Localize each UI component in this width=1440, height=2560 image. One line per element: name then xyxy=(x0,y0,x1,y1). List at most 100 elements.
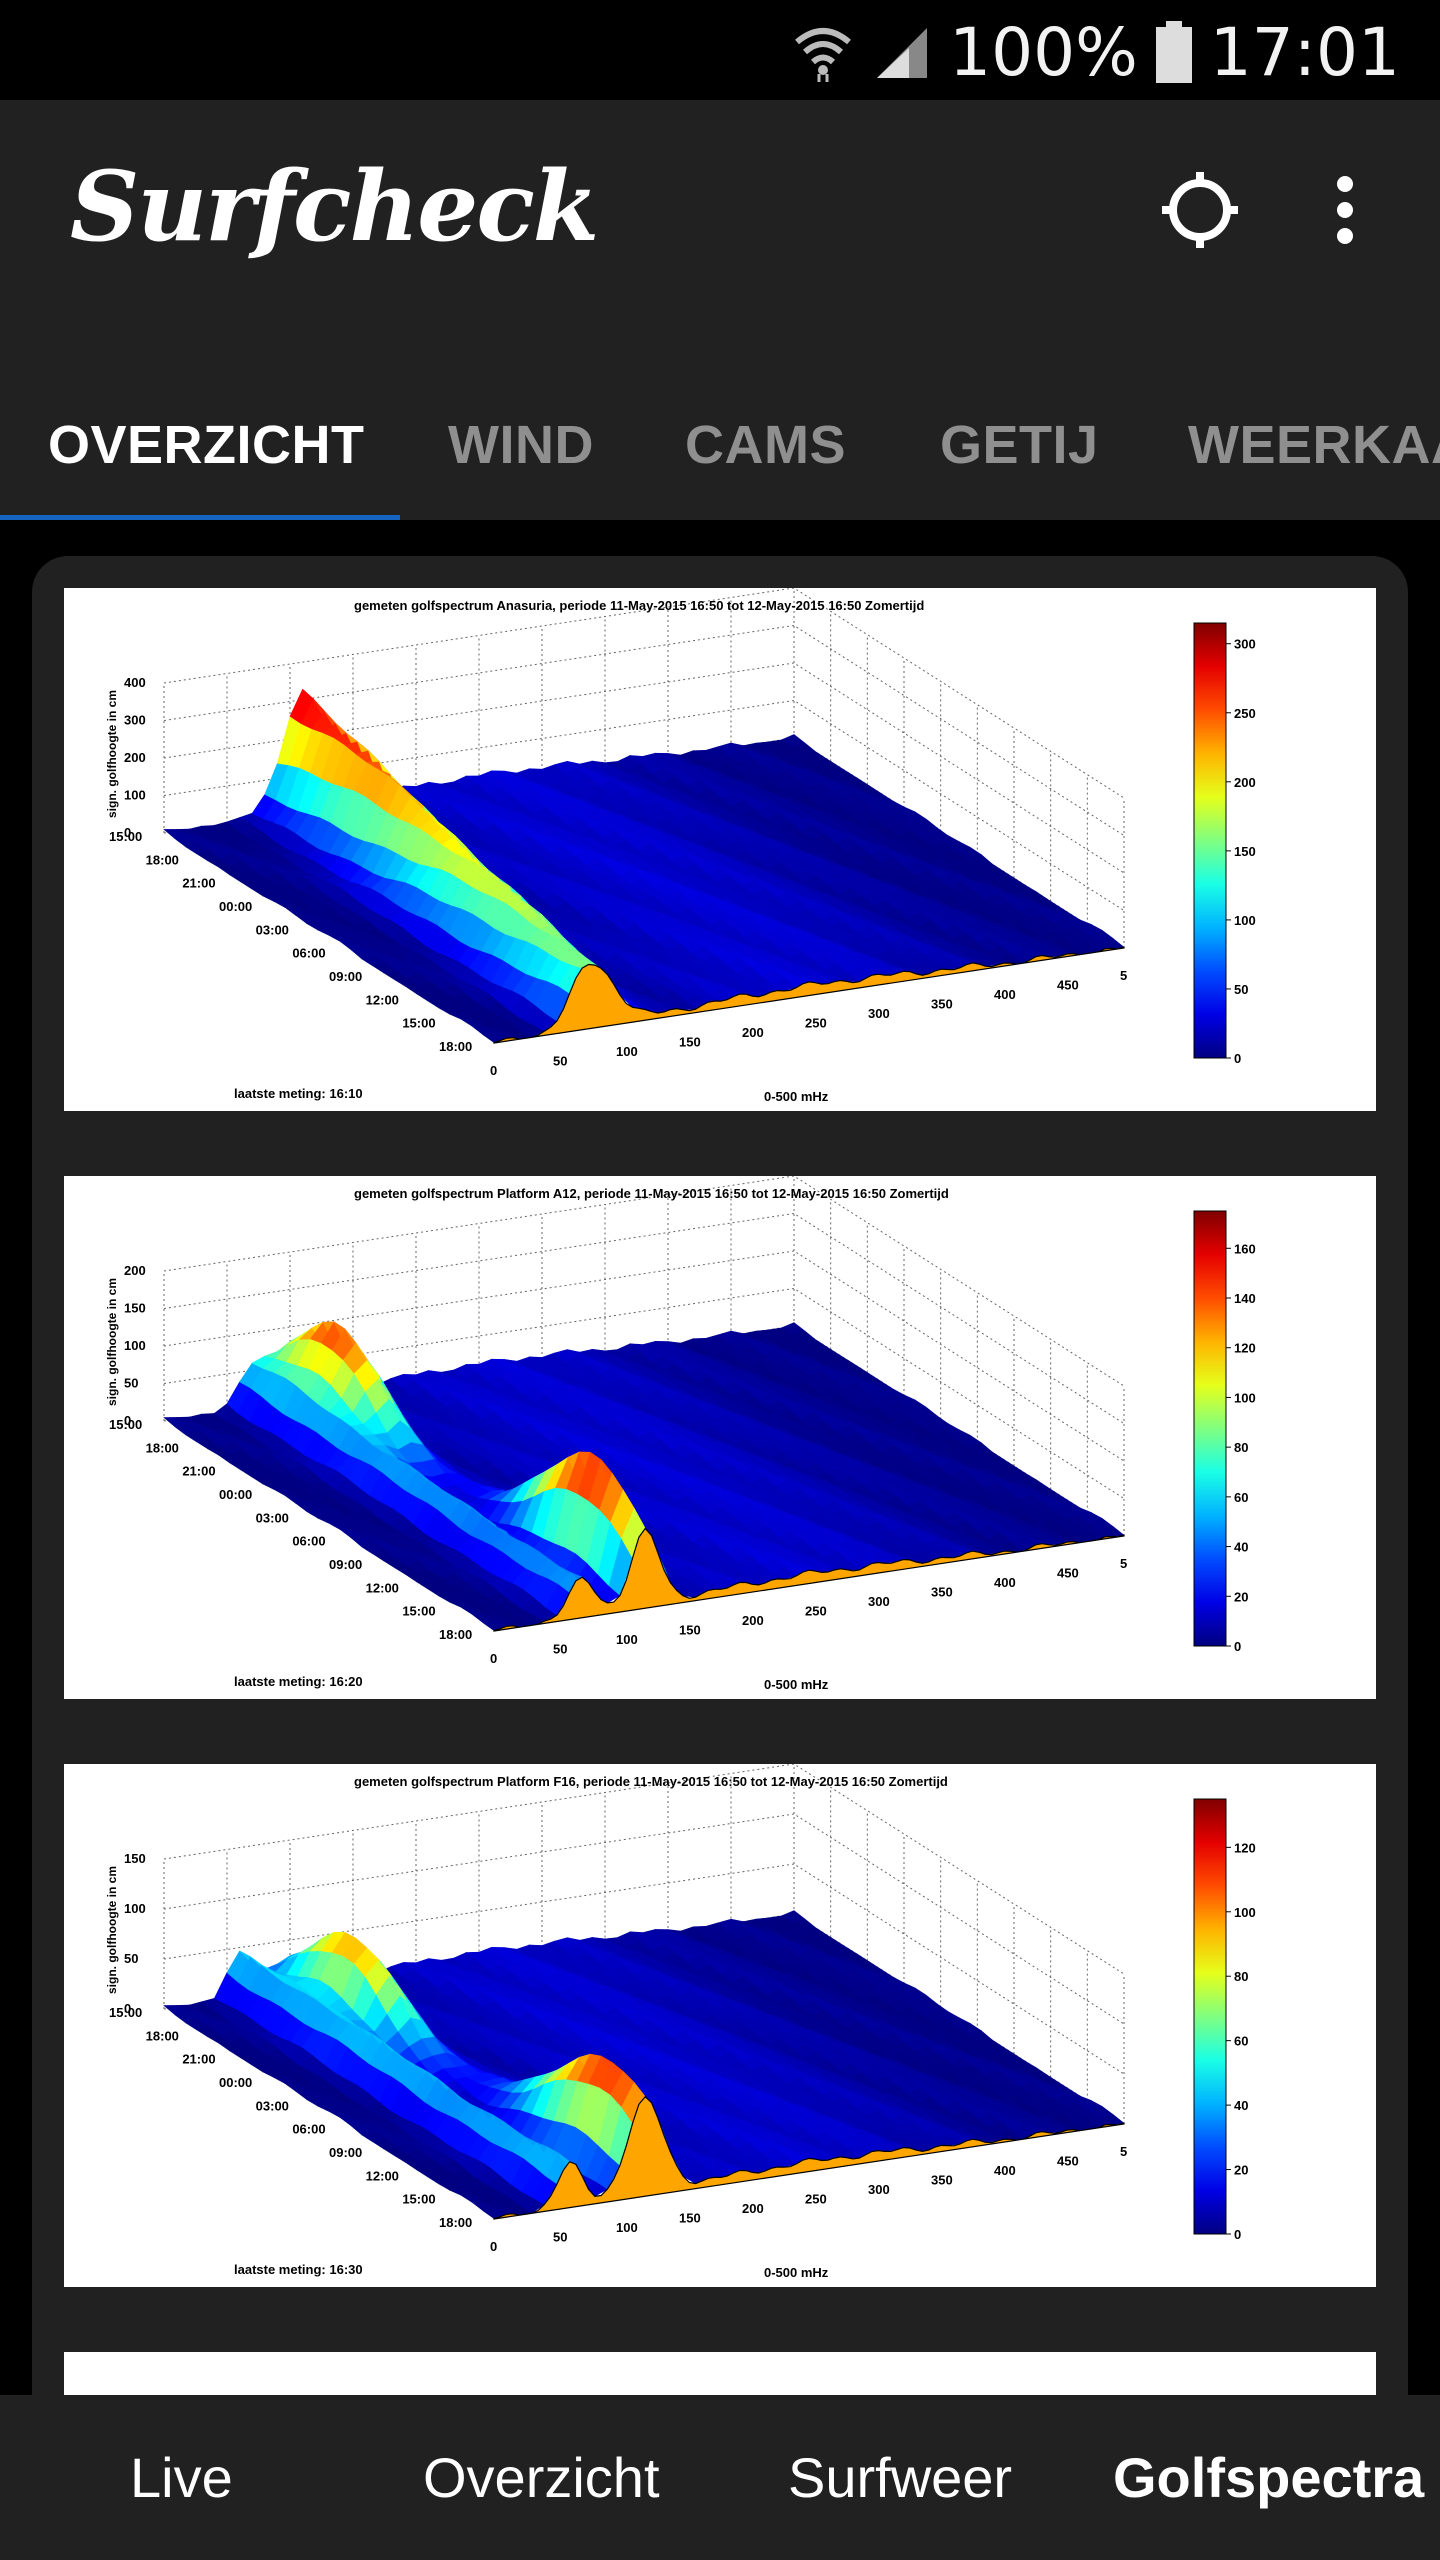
last-measurement-label: laatste meting: 16:10 xyxy=(234,1086,363,1101)
freq-tick-label: 400 xyxy=(994,2163,1016,2178)
freq-tick-label: 50 xyxy=(553,1642,567,1657)
freq-tick-label: 250 xyxy=(805,1604,827,1619)
colorbar-tick-label: 40 xyxy=(1234,2098,1248,2113)
z-tick-label: 200 xyxy=(124,1263,146,1278)
colorbar xyxy=(1193,1798,1227,2235)
last-measurement-label: laatste meting: 16:30 xyxy=(234,2262,363,2277)
time-tick-label: 00:00 xyxy=(219,2075,252,2090)
time-tick-label: 21:00 xyxy=(182,1464,215,1479)
bottom-nav: Live Overzicht Surfweer Golfspectra xyxy=(0,2395,1440,2560)
spectrum-surface xyxy=(163,1321,1125,1631)
time-tick-label: 18:00 xyxy=(146,852,179,867)
time-tick-label: 21:00 xyxy=(182,2052,215,2067)
tab-cams[interactable]: CAMS xyxy=(685,415,846,475)
colorbar-tick-label: 150 xyxy=(1234,844,1256,859)
freq-tick-label: 150 xyxy=(679,2211,701,2226)
tab-getij[interactable]: GETIJ xyxy=(940,415,1099,475)
colorbar-tick-label: 40 xyxy=(1234,1540,1248,1555)
freq-tick-label: 450 xyxy=(1057,2154,1079,2169)
spectrum-figure: 200 150 100 50 0 sign. golfhoogte in cm 15:00 1… xyxy=(105,1176,1256,1692)
freq-tick-label: 400 xyxy=(994,1575,1016,1590)
freq-tick-label: 5 xyxy=(1120,1556,1127,1571)
spectrum-plot-f16[interactable]: 150 100 50 0 sign. golfhoogte in cm 15:00 18:0… xyxy=(64,1764,1376,2287)
z-tick-label: 50 xyxy=(124,1376,138,1391)
next-spectrum-plot-edge xyxy=(64,2352,1376,2395)
nav-overzicht[interactable]: Overzicht xyxy=(423,2446,660,2509)
spectrum-plot-a12[interactable]: 200 150 100 50 0 sign. golfhoogte in cm 15:00 1… xyxy=(64,1176,1376,1699)
tab-weerkaart[interactable]: WEERKAA xyxy=(1188,415,1440,475)
time-tick-label: 09:00 xyxy=(329,2145,362,2160)
last-measurement-label: laatste meting: 16:20 xyxy=(234,1674,363,1689)
freq-tick-label: 50 xyxy=(553,2230,567,2245)
freq-tick-label: 150 xyxy=(679,1035,701,1050)
plot-title: gemeten golfspectrum Platform F16, perio… xyxy=(354,1774,948,1789)
x-axis-label: 0-500 mHz xyxy=(764,1089,829,1104)
colorbar xyxy=(1193,622,1227,1059)
time-tick-label: 18:00 xyxy=(146,2028,179,2043)
time-tick-label: 12:00 xyxy=(366,2168,399,2183)
time-tick-label: 15:00 xyxy=(109,1417,142,1432)
freq-tick-label: 300 xyxy=(868,1006,890,1021)
time-tick-label: 03:00 xyxy=(256,1510,289,1525)
spectra-content[interactable]: 400 300 200 100 0 sign. golfhoogte in cm 15:00… xyxy=(0,520,1440,2395)
time-tick-label: 00:00 xyxy=(219,1487,252,1502)
freq-tick-label: 300 xyxy=(868,1594,890,1609)
tab-overzicht[interactable]: OVERZICHT xyxy=(48,415,365,475)
freq-tick-label: 200 xyxy=(742,2201,764,2216)
spectrum-plot-anasuria[interactable]: 400 300 200 100 0 sign. golfhoogte in cm 15:00… xyxy=(64,588,1376,1111)
colorbar-tick-label: 120 xyxy=(1234,1840,1256,1855)
colorbar-tick-label: 100 xyxy=(1234,1905,1256,1920)
freq-tick-label: 250 xyxy=(805,2192,827,2207)
z-tick-label: 150 xyxy=(124,1301,146,1316)
time-tick-label: 12:00 xyxy=(366,992,399,1007)
freq-tick-label: 100 xyxy=(616,1632,638,1647)
freq-tick-label: 0 xyxy=(490,1651,497,1666)
z-tick-label: 300 xyxy=(124,713,146,728)
colorbar xyxy=(1193,1210,1227,1647)
colorbar-tick-label: 0 xyxy=(1234,1051,1241,1066)
time-tick-label: 15:00 xyxy=(402,1604,435,1619)
clock: 17:01 xyxy=(1209,13,1400,91)
wifi-icon xyxy=(795,28,852,82)
app-title: Surfcheck xyxy=(70,150,599,263)
freq-tick-label: 350 xyxy=(931,1585,953,1600)
nav-golfspectra[interactable]: Golfspectra xyxy=(1113,2446,1425,2509)
z-axis-label: sign. golfhoogte in cm xyxy=(105,690,119,818)
signal-icon xyxy=(877,28,928,78)
overflow-menu-button[interactable] xyxy=(1310,160,1380,260)
z-axis-label: sign. golfhoogte in cm xyxy=(105,1278,119,1406)
freq-tick-label: 50 xyxy=(553,1054,567,1069)
colorbar-tick-label: 80 xyxy=(1234,1440,1248,1455)
location-button[interactable] xyxy=(1150,160,1250,260)
time-tick-label: 15:00 xyxy=(402,2192,435,2207)
time-tick-label: 18:00 xyxy=(439,2215,472,2230)
tab-wind[interactable]: WIND xyxy=(448,415,594,475)
latest-spectrum-profile xyxy=(493,1527,1125,1632)
colorbar-tick-label: 60 xyxy=(1234,2034,1248,2049)
nav-surfweer[interactable]: Surfweer xyxy=(788,2446,1013,2509)
freq-tick-label: 0 xyxy=(490,1063,497,1078)
z-tick-label: 150 xyxy=(124,1851,146,1866)
more-vert-icon xyxy=(1337,176,1353,244)
z-tick-label: 0 xyxy=(124,825,131,840)
time-tick-label: 09:00 xyxy=(329,969,362,984)
nav-live[interactable]: Live xyxy=(130,2446,233,2509)
freq-tick-label: 5 xyxy=(1120,968,1127,983)
app-bar: Surfcheck OVERZICHT WIND CAMS GETIJ WEER… xyxy=(0,100,1440,523)
time-tick-label: 00:00 xyxy=(219,899,252,914)
colorbar-tick-label: 160 xyxy=(1234,1241,1256,1256)
freq-tick-label: 0 xyxy=(490,2239,497,2254)
z-tick-label: 400 xyxy=(124,675,146,690)
freq-tick-label: 300 xyxy=(868,2182,890,2197)
colorbar-tick-label: 20 xyxy=(1234,2163,1248,2178)
z-tick-label: 200 xyxy=(124,750,146,765)
freq-tick-label: 150 xyxy=(679,1623,701,1638)
colorbar-tick-label: 60 xyxy=(1234,1490,1248,1505)
tab-indicator xyxy=(0,515,400,523)
colorbar-tick-label: 0 xyxy=(1234,2227,1241,2242)
latest-spectrum-profile xyxy=(493,946,1125,1044)
freq-tick-label: 200 xyxy=(742,1025,764,1040)
time-tick-label: 15:00 xyxy=(109,829,142,844)
